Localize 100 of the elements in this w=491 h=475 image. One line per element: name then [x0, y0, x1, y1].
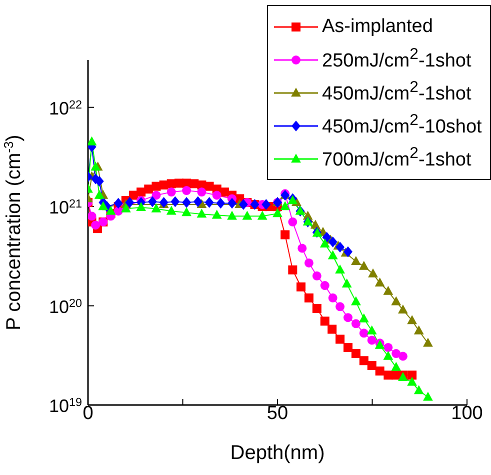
point [298, 244, 307, 253]
point [343, 342, 352, 352]
legend-label: As-implanted [322, 16, 433, 38]
point [407, 376, 417, 386]
point [166, 188, 176, 197]
point [227, 210, 237, 220]
point [336, 334, 345, 344]
point [423, 392, 433, 401]
point [383, 286, 394, 295]
point [359, 328, 368, 338]
point [212, 210, 222, 219]
x-tick-label: 100 [451, 403, 483, 424]
point [257, 210, 268, 220]
point [148, 196, 157, 208]
point [136, 202, 146, 212]
point [280, 201, 290, 210]
point [391, 296, 402, 306]
point [391, 362, 402, 371]
point [94, 190, 104, 199]
point [414, 385, 424, 394]
point [242, 210, 252, 220]
y-tick-label: 10$^{19}$ [48, 396, 82, 416]
point [359, 356, 368, 366]
point [152, 190, 161, 200]
point [351, 319, 360, 328]
x-axis-title: Depth(nm) [230, 442, 325, 464]
point [310, 220, 320, 229]
point [182, 186, 192, 196]
point [336, 302, 345, 312]
point [304, 293, 314, 302]
point [374, 278, 385, 287]
point [351, 256, 361, 266]
point [367, 361, 376, 370]
y-tick-label: 10$^{20}$ [48, 296, 82, 317]
point [288, 217, 298, 226]
point [367, 336, 376, 345]
point [182, 207, 192, 216]
point [407, 315, 417, 324]
point [125, 197, 134, 208]
point [312, 271, 322, 280]
legend-label: 250mJ/cm$^{2}$-1shot [322, 46, 472, 73]
legend-label: 450mJ/cm$^{2}$-1shot [322, 79, 472, 106]
point [322, 232, 332, 243]
point [368, 268, 378, 278]
point [88, 212, 96, 221]
point [384, 342, 393, 352]
point [288, 265, 298, 274]
point [91, 220, 100, 230]
point [351, 296, 361, 306]
point [196, 208, 207, 218]
point [166, 206, 176, 215]
point [351, 349, 360, 358]
point [296, 282, 306, 292]
point [197, 188, 206, 197]
point [320, 281, 330, 290]
point [328, 324, 337, 334]
point [170, 196, 180, 208]
point [320, 238, 330, 248]
point [414, 325, 424, 334]
legend-label: 700mJ/cm$^{2}$-1shot [322, 145, 472, 172]
point [342, 278, 352, 288]
point [343, 246, 352, 258]
point [398, 304, 408, 314]
point [304, 258, 314, 268]
point [106, 206, 116, 215]
point [320, 316, 330, 326]
point [151, 203, 162, 212]
point [312, 304, 322, 313]
point [212, 190, 222, 200]
point [358, 260, 369, 270]
point [336, 242, 345, 253]
y-tick-label: 10$^{22}$ [48, 98, 82, 118]
point [343, 313, 352, 322]
point [358, 313, 369, 322]
point [262, 199, 271, 210]
point [216, 198, 226, 209]
legend-label: 450mJ/cm$^{2}$-10shot [322, 112, 482, 139]
point [114, 198, 123, 209]
point [335, 264, 345, 274]
point [366, 325, 377, 334]
point [193, 196, 202, 208]
point [328, 250, 338, 260]
point [280, 230, 290, 240]
x-tick-label: 50 [266, 403, 288, 424]
point [228, 198, 237, 209]
point [408, 370, 417, 380]
point [328, 293, 338, 302]
point [423, 338, 433, 347]
y-tick-label: 10$^{21}$ [48, 197, 82, 218]
point [272, 208, 282, 218]
point [383, 350, 394, 360]
x-tick-label: 0 [82, 403, 94, 424]
point [375, 366, 384, 376]
point [88, 136, 97, 146]
point [182, 197, 192, 208]
point [98, 201, 108, 210]
point [238, 199, 248, 210]
point [398, 352, 408, 361]
point [328, 236, 338, 248]
point [204, 197, 214, 208]
